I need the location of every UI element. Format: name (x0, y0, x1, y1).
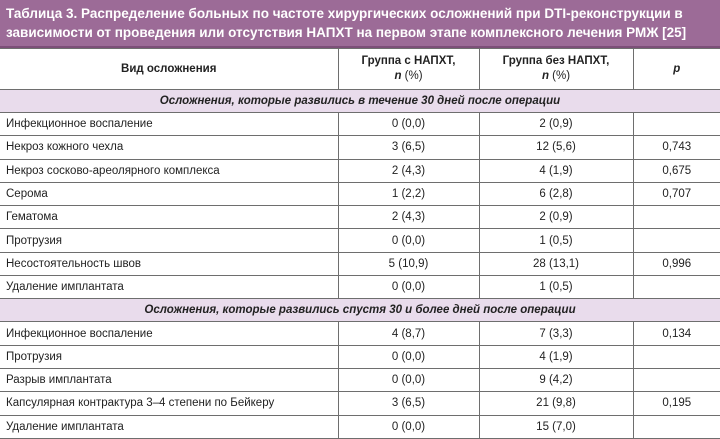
cell-group-without: 9 (4,2) (478, 367, 634, 393)
cell-complication: Гематома (0, 205, 339, 230)
cell-group-with: 5 (10,9) (337, 251, 480, 277)
cell-group-without: 4 (1,9) (478, 344, 634, 369)
cell-group-with: 0 (0,0) (337, 344, 480, 369)
cell-group-without: 12 (5,6) (478, 135, 634, 160)
cell-complication: Разрыв имплантата (0, 367, 339, 393)
table-row: Разрыв имплантата 0 (0,0) 9 (4,2) (0, 367, 720, 393)
section-row: Осложнения, которые развились в течение … (0, 89, 720, 113)
cell-group-without: 4 (1,9) (478, 158, 634, 183)
cell-complication: Несостоятельность швов (0, 251, 339, 277)
header-group-without-label: Группа без НАПХТ, (502, 55, 610, 67)
cell-p (632, 111, 720, 137)
cell-group-without: 15 (7,0) (478, 414, 634, 439)
cell-group-with: 2 (4,3) (337, 205, 480, 230)
header-p-label: p (673, 62, 681, 75)
table-row: Некроз кожного чехла 3 (6,5) 12 (5,6) 0,743 (0, 135, 720, 160)
cell-group-with: 0 (0,0) (337, 228, 480, 253)
table-row: Удаление имплантата 0 (0,0) 15 (7,0) (0, 414, 720, 439)
cell-complication: Протрузия (0, 344, 339, 369)
header-group-with: Группа с НАПХТ, n (%) (337, 48, 480, 90)
table-row: Капсулярная контрактура 3–4 степени по Б… (0, 391, 720, 416)
cell-group-with: 0 (0,0) (337, 111, 480, 137)
cell-group-without: 28 (13,1) (478, 251, 634, 277)
cell-complication: Некроз сосково-ареолярного комплекса (0, 158, 339, 183)
cell-group-without: 1 (0,5) (478, 228, 634, 253)
cell-group-without: 2 (0,9) (478, 205, 634, 230)
cell-p (632, 275, 720, 300)
cell-group-without: 7 (3,3) (478, 321, 634, 346)
header-row: Вид осложнения Группа с НАПХТ, n (%) Груп… (0, 48, 720, 90)
table-row: Инфекционное воспаление 4 (8,7) 7 (3,3) 0,1… (0, 321, 720, 346)
complications-table: Вид осложнения Группа с НАПХТ, n (%) Груп… (0, 48, 720, 439)
section-label: Осложнения, которые развились спустя 30 … (0, 298, 720, 323)
cell-group-without: 21 (9,8) (478, 391, 634, 416)
cell-complication: Протрузия (0, 228, 339, 253)
cell-p: 0,195 (632, 391, 720, 416)
cell-complication: Серома (0, 181, 339, 207)
cell-p (632, 228, 720, 253)
cell-group-with: 0 (0,0) (337, 414, 480, 439)
cell-group-without: 1 (0,5) (478, 275, 634, 300)
table-row: Серома 1 (2,2) 6 (2,8) 0,707 (0, 181, 720, 207)
header-type: Вид осложнения (0, 48, 339, 90)
header-group-without: Группа без НАПХТ, n (%) (478, 48, 634, 90)
cell-group-with: 4 (8,7) (337, 321, 480, 346)
cell-group-with: 0 (0,0) (337, 367, 480, 393)
header-p: p (632, 48, 720, 90)
cell-group-with: 1 (2,2) (337, 181, 480, 207)
cell-p (632, 414, 720, 439)
cell-p (632, 205, 720, 230)
cell-group-with: 3 (6,5) (337, 135, 480, 160)
cell-complication: Инфекционное воспаление (0, 321, 339, 346)
cell-complication: Капсулярная контрактура 3–4 степени по Б… (0, 391, 339, 416)
cell-p: 0,134 (632, 321, 720, 346)
table-row: Некроз сосково-ареолярного комплекса 2 (4… (0, 158, 720, 183)
cell-complication: Инфекционное воспаление (0, 111, 339, 137)
table-row: Инфекционное воспаление 0 (0,0) 2 (0,9) (0, 111, 720, 137)
table-row: Удаление имплантата 0 (0,0) 1 (0,5) (0, 275, 720, 300)
cell-p: 0,743 (632, 135, 720, 160)
section-label: Осложнения, которые развились в течение … (0, 89, 720, 113)
cell-group-with: 2 (4,3) (337, 158, 480, 183)
header-pct: (%) (548, 70, 571, 82)
header-group-with-label: Группа с НАПХТ, (361, 55, 456, 67)
section-row: Осложнения, которые развились спустя 30 … (0, 298, 720, 323)
header-pct: (%) (401, 70, 423, 82)
cell-p (632, 344, 720, 369)
cell-group-with: 3 (6,5) (337, 391, 480, 416)
cell-group-without: 2 (0,9) (478, 111, 634, 137)
header-n: n (541, 70, 549, 82)
cell-complication: Некроз кожного чехла (0, 135, 339, 160)
cell-group-without: 6 (2,8) (478, 181, 634, 207)
cell-p: 0,707 (632, 181, 720, 207)
table-row: Протрузия 0 (0,0) 4 (1,9) (0, 344, 720, 369)
cell-group-with: 0 (0,0) (337, 275, 480, 300)
cell-p: 0,675 (632, 158, 720, 183)
table-title: Таблица 3. Распределение больных по част… (0, 0, 720, 48)
table-row: Несостоятельность швов 5 (10,9) 28 (13,1) 0… (0, 251, 720, 277)
cell-complication: Удаление имплантата (0, 414, 339, 439)
cell-p: 0,996 (632, 251, 720, 277)
cell-p (632, 367, 720, 393)
table-row: Гематома 2 (4,3) 2 (0,9) (0, 205, 720, 230)
table-row: Протрузия 0 (0,0) 1 (0,5) (0, 228, 720, 253)
header-n: n (394, 70, 402, 82)
cell-complication: Удаление имплантата (0, 275, 339, 300)
